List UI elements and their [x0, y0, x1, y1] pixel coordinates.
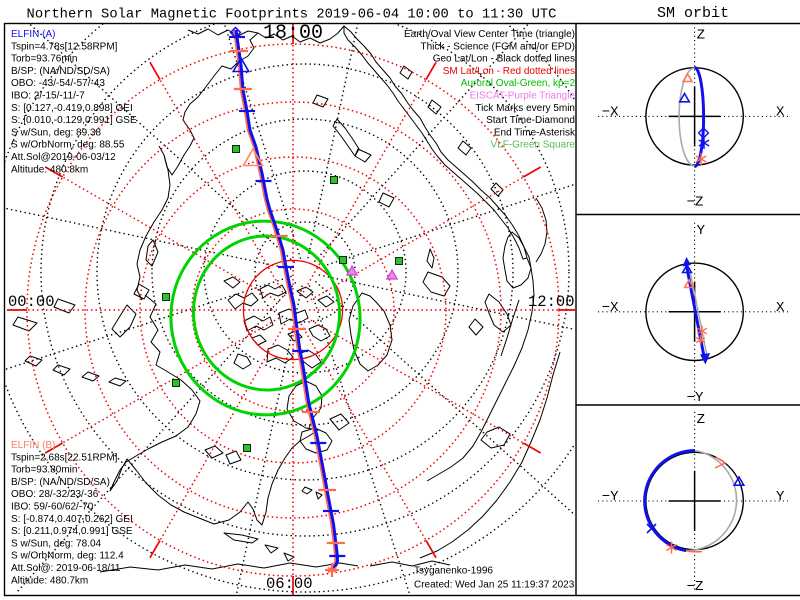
svg-text:Att.Sol@: 2019-06-18/11: Att.Sol@: 2019-06-18/11 [11, 563, 121, 574]
svg-text:Tspin=2.68s[22.51RPM]: Tspin=2.68s[22.51RPM] [11, 452, 118, 463]
svg-text:Altitude: 480.7km: Altitude: 480.7km [11, 575, 88, 586]
svg-text:IBO: 59/-60/62/-70: IBO: 59/-60/62/-70 [11, 502, 94, 513]
svg-text:ELFIN (B): ELFIN (B) [11, 440, 55, 451]
svg-text:IBO: 2/-15/-11/-7: IBO: 2/-15/-11/-7 [11, 91, 85, 102]
svg-text:S w/OrbNorm, deg: 112.4: S w/OrbNorm, deg: 112.4 [11, 551, 124, 562]
svg-text:End Time-Asterisk: End Time-Asterisk [494, 127, 576, 138]
svg-text:SM Lat/Lon - Red dotted lines: SM Lat/Lon - Red dotted lines [443, 66, 575, 77]
svg-text:Att.Sol@2019-06-03/12: Att.Sol@2019-06-03/12 [11, 152, 116, 163]
svg-text:S w/Sun, deg: 78.04: S w/Sun, deg: 78.04 [11, 538, 102, 549]
svg-text:Y: Y [776, 489, 785, 505]
svg-text:Z: Z [697, 412, 705, 428]
svg-text:Tick Marks every 5min: Tick Marks every 5min [475, 103, 575, 114]
svg-text:Earth/Oval View Center Time (t: Earth/Oval View Center Time (triangle) [404, 29, 575, 40]
svg-text:−Z: −Z [687, 579, 704, 595]
svg-text:Tsyganenko-1996: Tsyganenko-1996 [414, 566, 493, 577]
svg-text:X: X [776, 300, 785, 316]
svg-text:S: [0.010,-0.129,0.991] GSE: S: [0.010,-0.129,0.991] GSE [11, 115, 137, 126]
svg-text:S w/Sun, deg: 89.38: S w/Sun, deg: 89.38 [11, 127, 102, 138]
svg-text:S w/OrbNorm, deg: 88.55: S w/OrbNorm, deg: 88.55 [11, 140, 125, 151]
svg-text:Geo Lat/Lon - Black dotted lin: Geo Lat/Lon - Black dotted lines [433, 54, 575, 65]
svg-text:ELFIN (A): ELFIN (A) [11, 29, 55, 40]
svg-text:X: X [776, 104, 785, 120]
svg-text:−X: −X [602, 300, 619, 316]
svg-text:B/SP: (NA/ND/SD/SA): B/SP: (NA/ND/SD/SA) [11, 477, 110, 488]
svg-text:−Y: −Y [687, 390, 704, 406]
svg-text:Torb=93.76min: Torb=93.76min [11, 54, 77, 65]
svg-text:Northern Solar Magnetic Footpr: Northern Solar Magnetic Footprints 2019-… [27, 7, 557, 23]
svg-text:−Z: −Z [687, 194, 704, 210]
svg-text:Z: Z [697, 27, 705, 43]
svg-text:18:00: 18:00 [263, 22, 323, 45]
svg-text:06:00: 06:00 [266, 575, 313, 593]
svg-text:Start Time-Diamond: Start Time-Diamond [486, 115, 575, 126]
svg-text:OBO: 28/-32/23/-36: OBO: 28/-32/23/-36 [11, 489, 99, 500]
svg-text:Thick - Science (FGM and/or EP: Thick - Science (FGM and/or EPD) [421, 41, 575, 52]
svg-text:Torb=93.80min: Torb=93.80min [11, 465, 77, 476]
svg-text:12:00: 12:00 [528, 293, 575, 311]
svg-text:SM orbit: SM orbit [657, 5, 729, 22]
svg-text:Created: Wed Jan 25 11:19:37 2: Created: Wed Jan 25 11:19:37 2023 [414, 580, 575, 591]
svg-text:−Y: −Y [602, 489, 619, 505]
svg-text:Y: Y [697, 223, 706, 239]
svg-text:B/SP: (NA/ND/SD/SA): B/SP: (NA/ND/SD/SA) [11, 66, 110, 77]
svg-text:−X: −X [602, 104, 619, 120]
svg-text:00:00: 00:00 [8, 293, 55, 311]
svg-text:Auroral Oval-Green, kp=2: Auroral Oval-Green, kp=2 [461, 78, 576, 89]
svg-text:Altitude: 480.8km: Altitude: 480.8km [11, 164, 88, 175]
svg-text:OBO: -43/-54/-57/-43: OBO: -43/-54/-57/-43 [11, 78, 105, 89]
svg-text:EISCAT-Purple Triangle: EISCAT-Purple Triangle [470, 91, 576, 102]
svg-text:VLF-Green Square: VLF-Green Square [491, 140, 576, 151]
svg-text:S: [0.211,0.974,0.991] GSE: S: [0.211,0.974,0.991] GSE [11, 526, 133, 537]
svg-text:S: [0.127,-0.419,0.898] GEI: S: [0.127,-0.419,0.898] GEI [11, 103, 133, 114]
svg-text:Tspin=4.78s[12.58RPM]: Tspin=4.78s[12.58RPM] [11, 41, 118, 52]
svg-text:S: [-0.874,0.407,0.262] GEI: S: [-0.874,0.407,0.262] GEI [11, 514, 133, 525]
